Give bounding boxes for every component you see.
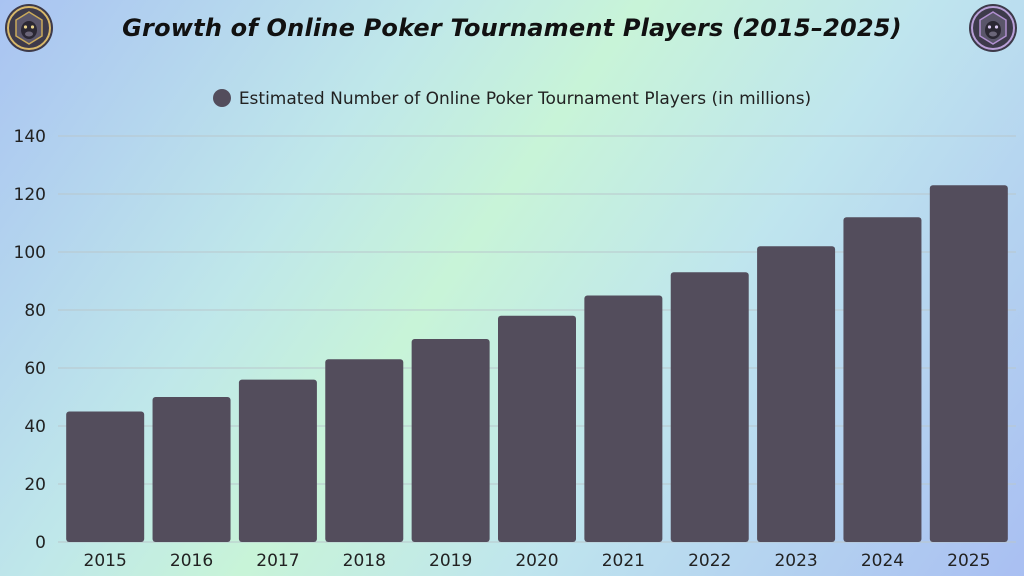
bar-2025 [929, 185, 1008, 543]
bar-2022 [670, 272, 749, 542]
x-tick-label: 2023 [774, 551, 817, 571]
x-tick-label: 2015 [84, 551, 127, 571]
x-tick-label: 2017 [256, 551, 299, 571]
legend-swatch [212, 89, 231, 107]
y-tick-label: 140 [14, 127, 46, 147]
bar-2018 [325, 359, 404, 542]
y-tick-label: 120 [14, 185, 46, 205]
x-tick-label: 2019 [429, 551, 472, 571]
bar-2021 [584, 295, 663, 542]
bar-2024 [843, 217, 922, 542]
legend-label: Estimated Number of Online Poker Tournam… [238, 89, 812, 109]
bar-2020 [498, 315, 576, 542]
gorilla-badge-icon [5, 4, 53, 52]
y-tick-label: 100 [14, 243, 46, 263]
bar-2016 [152, 397, 231, 542]
gorilla-badge-icon [969, 4, 1017, 52]
x-tick-label: 2024 [861, 551, 904, 571]
chart-title: Growth of Online Poker Tournament Player… [122, 14, 902, 42]
x-tick-label: 2025 [947, 551, 990, 571]
chart-legend: Estimated Number of Online Poker Tournam… [0, 89, 1024, 109]
y-tick-label: 40 [24, 417, 46, 437]
y-tick-label: 60 [24, 359, 46, 379]
x-tick-label: 2022 [688, 551, 731, 571]
x-tick-label: 2018 [343, 551, 386, 571]
bar-2015 [66, 411, 145, 542]
bar-2023 [757, 246, 836, 542]
y-tick-label: 20 [24, 475, 46, 495]
x-tick-label: 2016 [170, 551, 213, 571]
y-tick-label: 0 [35, 533, 46, 553]
x-tick-label: 2020 [515, 551, 558, 571]
y-tick-label: 80 [24, 301, 46, 321]
bar-2017 [238, 379, 317, 542]
bar-2019 [411, 339, 490, 542]
x-tick-label: 2021 [602, 551, 645, 571]
